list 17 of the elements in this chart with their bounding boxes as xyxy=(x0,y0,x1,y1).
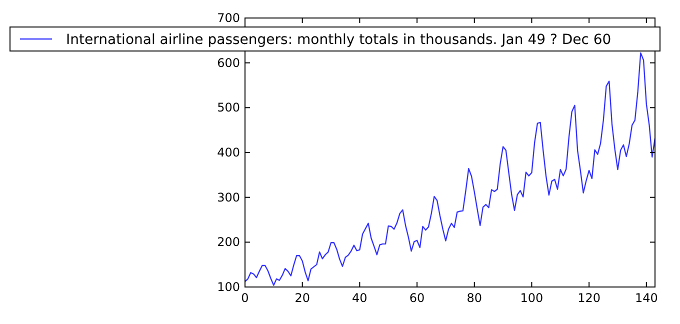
x-tick-label: 80 xyxy=(466,291,482,305)
x-tick-label: 100 xyxy=(520,291,544,305)
y-tick-label: 100 xyxy=(217,280,240,294)
y-tick-label: 600 xyxy=(217,56,240,70)
y-tick-label: 200 xyxy=(217,235,240,250)
x-tick-label: 20 xyxy=(294,291,310,305)
y-tick-label: 700 xyxy=(217,11,240,25)
y-tick-label: 500 xyxy=(217,100,240,115)
x-tick-label: 140 xyxy=(634,291,658,305)
y-tick-label: 300 xyxy=(217,190,240,204)
y-tick-label: 400 xyxy=(217,146,240,160)
x-tick-label: 40 xyxy=(352,291,368,305)
line-series xyxy=(245,52,655,286)
x-tick-label: 120 xyxy=(578,291,601,305)
legend-label: International airline passengers: monthly totals in thousands. Jan 49 ? Dec 60 xyxy=(66,32,612,48)
x-tick-label: 60 xyxy=(409,291,425,305)
x-tick-label: 0 xyxy=(241,291,249,305)
